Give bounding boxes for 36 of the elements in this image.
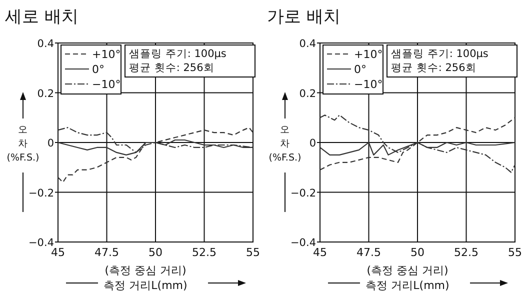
x-axis-title: (측정 중심 거리) 측정 거리L(mm) <box>366 264 450 292</box>
y-tick-label: 0.4 <box>299 38 316 50</box>
legend-label: 0° <box>354 63 366 76</box>
x-tick-label: 50 <box>148 246 162 259</box>
x-tick-label: 45 <box>51 246 65 259</box>
x-tick-label: 52.5 <box>454 246 478 259</box>
y-tick-label: 0.2 <box>299 88 316 100</box>
legend-label: +10° <box>92 48 121 61</box>
x-tick-label: 55 <box>508 246 522 259</box>
annotation: 평균 횟수: 256회 <box>391 62 476 74</box>
y-tick-label: 0.4 <box>37 38 54 50</box>
y-axis-title: 오차 (%F.S.) <box>268 124 302 164</box>
y-axis-title: 오차 (%F.S.) <box>6 124 40 164</box>
x-tick-label: 45 <box>313 246 327 259</box>
annotation: 샘플링 주기: 100μs <box>129 48 226 60</box>
legend-label: −10° <box>354 78 383 91</box>
x-tick-label: 47.5 <box>356 246 381 259</box>
annotation: 샘플링 주기: 100μs <box>391 48 488 60</box>
legend-label: +10° <box>354 48 383 61</box>
y-tick-label: −0.2 <box>28 187 54 200</box>
x-tick-label: 55 <box>246 246 260 259</box>
x-tick-label: 50 <box>410 246 424 259</box>
y-tick-label: −0.4 <box>290 237 316 249</box>
legend-label: 0° <box>92 63 104 76</box>
chart-title: 가로 배치 <box>267 7 340 27</box>
y-tick-label: 0.2 <box>37 88 54 100</box>
chart-title: 세로 배치 <box>5 7 78 27</box>
y-tick-label: 0 <box>309 138 316 150</box>
y-tick-label: −0.4 <box>28 237 54 249</box>
x-axis-title: (측정 중심 거리) 측정 거리L(mm) <box>104 264 188 292</box>
annotation: 평균 횟수: 256회 <box>129 62 214 74</box>
y-tick-label: −0.2 <box>290 187 316 200</box>
y-tick-label: 0 <box>47 138 54 150</box>
x-tick-label: 52.5 <box>192 246 216 259</box>
legend-label: −10° <box>92 78 121 91</box>
x-tick-label: 47.5 <box>94 246 119 259</box>
